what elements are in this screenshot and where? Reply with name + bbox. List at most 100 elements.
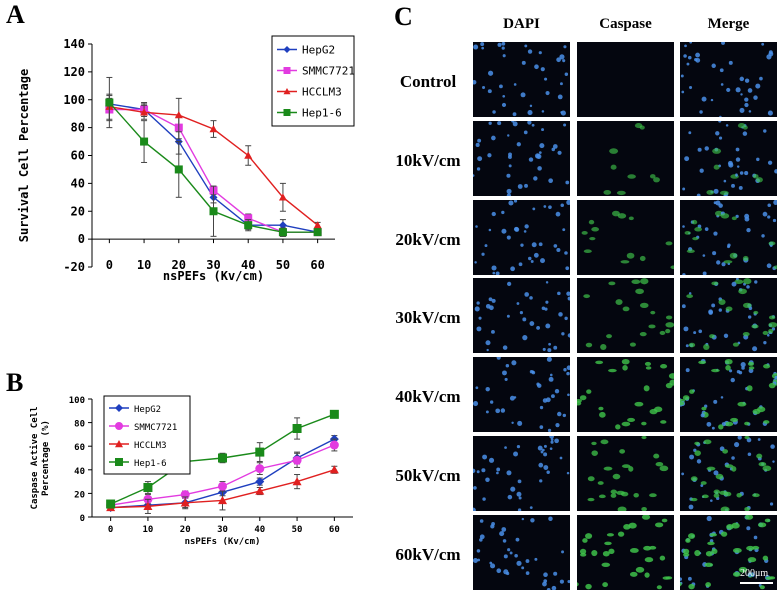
cell-texture [473, 516, 570, 590]
micrograph-dapi [473, 515, 570, 590]
column-header-dapi: DAPI [503, 16, 540, 32]
micrograph-merge [680, 278, 777, 353]
panel-label-b: B [6, 368, 24, 397]
micrograph-dapi [473, 436, 570, 511]
data-point [140, 137, 149, 146]
legend: HepG2 SMMC7721 HCCLM3 Hep1-6 [103, 395, 191, 475]
x-tick-label: 40 [254, 525, 265, 535]
legend-marker [115, 404, 123, 412]
data-point [218, 495, 227, 505]
micrograph-caspase [577, 515, 674, 590]
legend-label: Hep1-6 [302, 107, 342, 120]
data-point [292, 424, 302, 433]
cell-texture [681, 278, 777, 352]
y-axis-label: Survival Cell Percentage [17, 69, 31, 242]
data-point [255, 486, 265, 495]
y-tick-label: 100 [63, 93, 85, 107]
y-tick-label: -20 [63, 260, 85, 274]
data-point [209, 125, 218, 133]
micrograph-caspase [577, 357, 674, 432]
data-point [255, 464, 265, 474]
data-point [105, 98, 114, 107]
micrograph-dapi [473, 200, 570, 275]
y-axis-label: Caspase Active Cell [29, 407, 40, 510]
row-label: 50kV/cm [395, 466, 461, 485]
y-tick-label: 40 [71, 176, 85, 190]
cell-texture [583, 278, 674, 350]
data-point [278, 193, 287, 201]
data-point [278, 228, 287, 237]
legend-marker [283, 46, 291, 53]
row-label: 10kV/cm [395, 151, 461, 170]
legend-marker [283, 67, 291, 74]
data-point [255, 477, 265, 487]
cell-texture [473, 121, 570, 196]
data-point [180, 498, 190, 507]
y-tick-label: 140 [63, 37, 85, 51]
data-point [329, 409, 339, 419]
data-point [174, 165, 183, 174]
panel-label-c: C [394, 2, 413, 31]
legend-label: HCCLM3 [134, 441, 167, 451]
column-header-merge: Merge [707, 16, 750, 32]
legend-marker [115, 422, 123, 430]
legend-label: SMMC7721 [302, 65, 355, 78]
micrograph-merge [680, 200, 777, 275]
x-tick-label: 10 [137, 258, 151, 272]
y-axis-label: Percentage (%) [41, 420, 51, 496]
x-tick-label: 60 [329, 525, 340, 535]
data-point [313, 221, 322, 229]
cell-texture [587, 436, 669, 511]
x-axis-label: nsPEFs (Kv/cm) [185, 537, 261, 547]
y-tick-label: 80 [71, 121, 85, 135]
y-tick-label: 80 [74, 420, 85, 430]
legend-label: Hep1-6 [134, 459, 167, 469]
row-label: 40kV/cm [395, 387, 461, 406]
micrograph-dapi [473, 278, 570, 353]
series-hcclm3 [106, 465, 339, 514]
column-header-caspase: Caspase [599, 16, 652, 32]
y-tick-label: 60 [74, 443, 85, 453]
row-label: 60kV/cm [395, 545, 461, 564]
micrograph-merge [680, 42, 777, 117]
cell-texture [473, 357, 570, 432]
series-hcclm3 [105, 93, 322, 229]
x-tick-label: 50 [276, 258, 290, 272]
legend-marker [283, 88, 291, 95]
cell-texture [474, 281, 570, 353]
legend-label: HCCLM3 [302, 86, 342, 99]
cell-texture [581, 210, 674, 270]
data-point [209, 207, 218, 216]
y-tick-label: 20 [71, 204, 85, 218]
micrograph-merge [680, 515, 777, 590]
y-tick-label: 60 [71, 149, 85, 163]
y-tick-label: 120 [63, 65, 85, 79]
series-hep1-6 [105, 76, 322, 237]
x-tick-label: 0 [108, 525, 113, 535]
chart-b: 0 20 40 60 80 100 0 10 20 30 40 50 60 nsPEFs (Kv/cm) C… [29, 395, 353, 547]
row-label: 30kV/cm [395, 308, 461, 327]
data-point [244, 214, 253, 223]
micrograph-caspase [577, 42, 674, 117]
micrograph-caspase [577, 200, 674, 275]
x-tick-label: 50 [292, 525, 303, 535]
data-point [244, 221, 253, 230]
data-point [329, 440, 339, 450]
scale-bar [740, 582, 773, 584]
series-hep1-6 [106, 409, 339, 509]
x-tick-label: 0 [106, 258, 113, 272]
y-tick-label: 0 [78, 232, 85, 246]
x-tick-label: 10 [143, 525, 154, 535]
data-point [313, 228, 322, 237]
data-point [218, 481, 227, 491]
data-point [106, 499, 116, 509]
data-point [174, 111, 183, 119]
cell-texture [473, 436, 570, 511]
micrograph-dapi [473, 42, 570, 117]
y-tick-label: 0 [80, 514, 85, 524]
cell-texture [603, 123, 660, 196]
cell-texture [681, 436, 775, 511]
x-tick-label: 60 [310, 258, 324, 272]
y-tick-label: 40 [74, 467, 85, 477]
legend: HepG2 SMMC7721 HCCLM3 Hep1-6 [271, 35, 355, 127]
